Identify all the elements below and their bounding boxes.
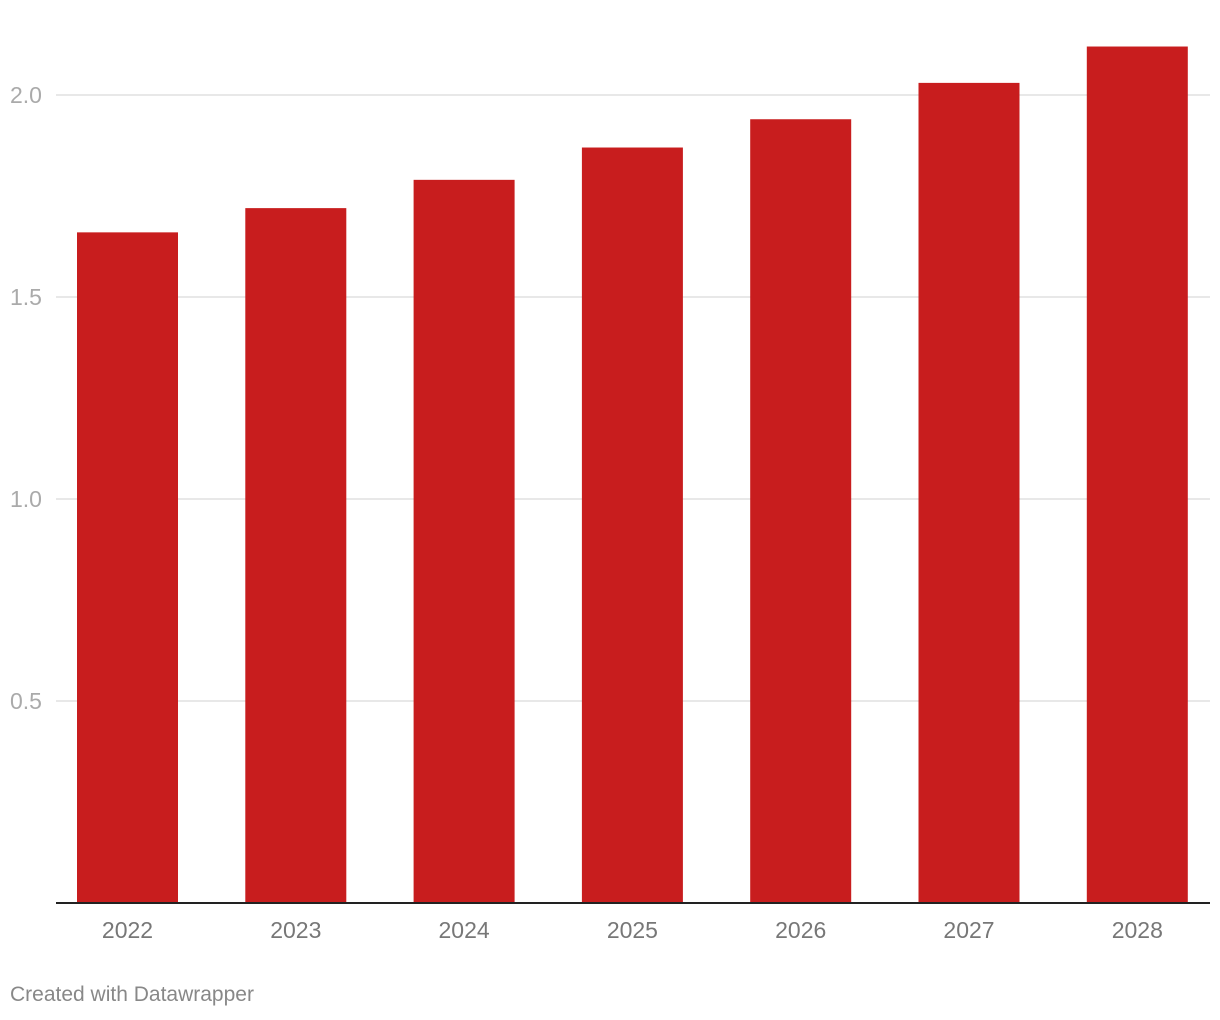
bars [77, 46, 1188, 904]
x-tick-label: 2027 [943, 917, 994, 943]
bar-2023[interactable] [245, 208, 347, 903]
bar-2022[interactable] [77, 232, 178, 904]
bar-chart: 0.51.01.52.0 2022 2023 2024 2025 2026 2027 202… [10, 46, 1210, 943]
x-tick-label: 2026 [775, 917, 826, 943]
bar-2025[interactable] [581, 147, 683, 903]
datawrapper-credit[interactable]: Created with Datawrapper [10, 983, 254, 1006]
y-tick-label: 1.0 [10, 486, 42, 512]
y-tick-label: 2.0 [10, 82, 42, 108]
y-axis-labels: 0.5 1.0 1.5 2.0 [10, 82, 42, 714]
x-tick-label: 2028 [1112, 917, 1163, 943]
x-tick-label: 2023 [270, 917, 321, 943]
bar-2024[interactable] [413, 179, 515, 904]
x-tick-label: 2024 [439, 917, 490, 943]
y-tick-label: 1.5 [10, 284, 42, 310]
x-tick-label: 2022 [102, 917, 153, 943]
bar-2026[interactable] [750, 119, 852, 904]
bar-2028[interactable] [1086, 46, 1188, 903]
bar-2027[interactable] [918, 82, 1020, 903]
x-tick-label: 2025 [607, 917, 658, 943]
y-tick-label: 0.5 [10, 688, 42, 714]
x-axis-labels: 2022 2023 2024 2025 2026 2027 2028 [102, 917, 1163, 943]
